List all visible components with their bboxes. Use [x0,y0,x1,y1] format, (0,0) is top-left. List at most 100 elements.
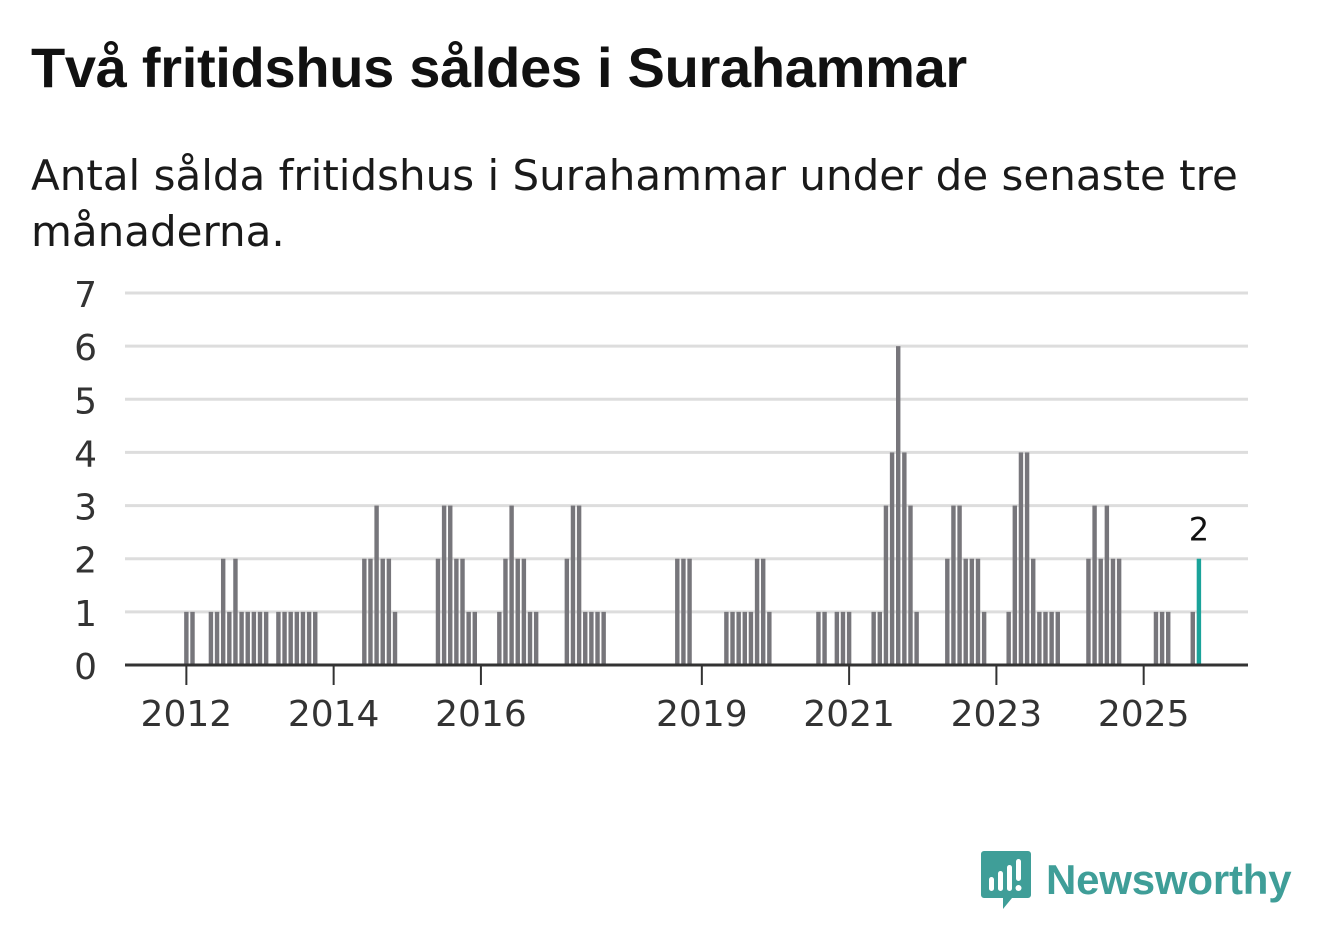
y-tick-label: 3 [74,488,97,529]
bar [509,505,514,665]
bar [754,558,760,665]
bar [1116,558,1122,665]
bar [963,558,968,665]
bar [515,558,520,665]
bar [362,558,367,665]
bar [834,611,840,665]
bar [1092,505,1097,665]
bar [1043,611,1048,665]
bar [251,611,257,665]
bar [760,558,766,665]
y-tick-label: 4 [74,434,97,475]
chart-title: Två fritidshus såldes i Surahammar [31,36,967,99]
bar [1055,611,1060,665]
bar [313,611,318,665]
bar [681,558,686,665]
bar [294,611,300,665]
x-tick-label: 2025 [1098,694,1190,735]
bar [883,505,889,665]
bar [521,558,527,665]
bar [441,505,447,665]
bar [497,611,502,665]
bar [914,611,919,665]
x-tick-label: 2021 [803,694,895,735]
bar [503,558,508,665]
bar [902,452,907,665]
newsworthy-logo: Newsworthy [980,848,1292,912]
bar [466,611,471,665]
bar [1104,505,1110,665]
bar [840,611,846,665]
bar [945,558,950,665]
bar [748,611,754,665]
bar [208,611,214,665]
bar [877,611,883,665]
bar [227,611,232,665]
bar [460,558,465,665]
bar [245,611,250,665]
y-tick-label: 7 [74,275,97,316]
bar [239,611,244,665]
bars [184,346,1202,665]
bar [435,558,441,665]
bar [1049,611,1054,665]
y-tick-label: 0 [74,647,97,688]
bar [975,558,981,665]
bar [533,611,539,665]
bar [527,611,533,665]
bar [233,558,238,665]
bar [957,505,962,665]
bar [454,558,459,665]
gridlines [125,291,1248,614]
bar [1012,505,1018,665]
bar [300,611,306,665]
bar [472,611,477,665]
bar [675,558,680,665]
bar [448,505,453,665]
x-tick-label: 2023 [951,694,1043,735]
bar [386,558,392,665]
bar [601,611,606,665]
bar [1190,611,1195,665]
newsworthy-logo-icon [981,851,1031,909]
bar [1037,611,1042,665]
bar [687,558,692,665]
bar [1006,611,1011,665]
bar [368,558,373,665]
bar [1098,558,1103,665]
x-tick-label: 2012 [141,694,233,735]
bar [374,505,379,665]
bar [846,611,852,665]
bar [595,611,600,665]
bar [1086,558,1091,665]
bar [583,611,588,665]
bar [816,611,821,665]
bar [282,611,287,665]
bar [257,611,263,665]
bar [871,611,876,665]
bar [896,346,901,665]
newsworthy-logo-text: Newsworthy [1046,856,1292,903]
chart-subtitle: Antal sålda fritidshus i Surahammar unde… [31,151,1238,256]
bar [1024,452,1030,665]
bar [220,558,226,665]
highlight-value-label: 2 [1189,511,1209,549]
bar [908,505,913,665]
x-tick-label: 2019 [656,694,748,735]
bar [736,611,741,665]
x-tick-label: 2016 [435,694,527,735]
bar [969,558,975,665]
bar [1031,558,1036,665]
bar [276,611,281,665]
bar [767,611,772,665]
bar [214,611,220,665]
bar [190,611,195,665]
bar [380,558,385,665]
y-tick-label: 2 [74,541,97,582]
bar [184,611,189,665]
y-tick-label: 1 [74,594,97,635]
bar [724,611,729,665]
bar [951,505,956,665]
y-tick-label: 6 [74,328,97,369]
